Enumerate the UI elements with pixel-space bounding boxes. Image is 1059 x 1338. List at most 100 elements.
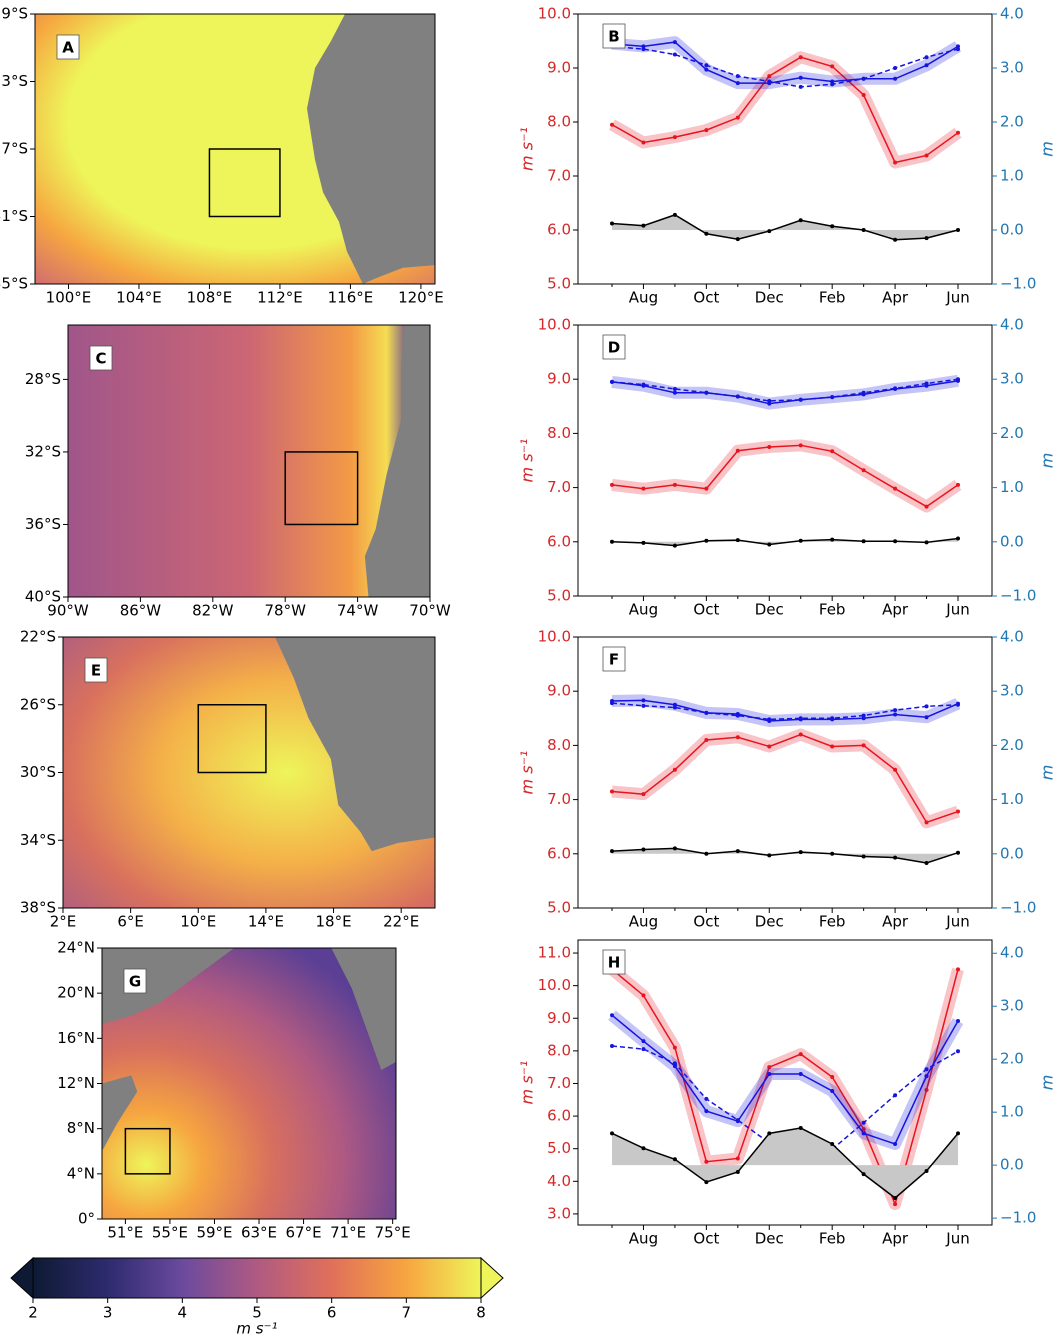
y2-axis-label: m (1038, 141, 1057, 157)
land (102, 948, 235, 1024)
point (735, 849, 740, 854)
panel-label-box (123, 968, 147, 994)
point (861, 1120, 866, 1125)
colorbar-tick-label: 7 (402, 1304, 412, 1322)
point (861, 468, 866, 473)
y2-tick-label: 3.0 (1000, 59, 1024, 77)
series-line (611, 847, 959, 864)
panel-label-box (602, 23, 626, 49)
y2-tick-label: −1.0 (1000, 899, 1036, 917)
region-box (197, 704, 267, 774)
series-line (611, 214, 959, 241)
point (767, 744, 772, 749)
point (798, 1052, 803, 1057)
point (861, 228, 866, 232)
point (798, 1126, 803, 1131)
point (861, 1127, 866, 1132)
point (735, 237, 740, 242)
x-tick-label: 67°E (286, 1224, 322, 1242)
point (641, 847, 646, 852)
point (893, 1195, 898, 1200)
y-axis-label: m s⁻¹ (518, 1061, 537, 1105)
series-line (611, 1127, 959, 1199)
point (610, 482, 614, 487)
axes-frame (67, 324, 431, 598)
uncertainty-band (611, 374, 959, 410)
point (893, 767, 898, 772)
colorbar-tick-label: 2 (28, 1304, 38, 1322)
y-tick-label: 28°S (25, 370, 61, 388)
series-line (611, 444, 959, 508)
point (767, 1065, 772, 1070)
x-tick-label: 2°E (50, 913, 77, 931)
x-tick-label: 75°E (375, 1224, 411, 1242)
y-axis-label: m s⁻¹ (518, 751, 537, 795)
point (924, 63, 929, 68)
point (861, 1131, 866, 1136)
y-tick-label: 5.0 (547, 587, 571, 605)
point (610, 221, 614, 226)
y-tick-label: 9.0 (547, 1009, 571, 1027)
x-tick-label: Aug (629, 1230, 658, 1248)
point (861, 743, 866, 748)
panel-label-box (84, 657, 108, 683)
point (641, 1146, 646, 1151)
point (956, 809, 960, 814)
y-tick-label: 9.0 (547, 59, 571, 77)
point (924, 704, 929, 709)
point (893, 66, 898, 70)
y2-tick-label: 1.0 (1000, 167, 1024, 185)
y-tick-label: 10.0 (538, 5, 571, 23)
x-tick-label: 63°E (241, 1224, 277, 1242)
point (704, 538, 709, 543)
y-tick-label: 5.0 (547, 1139, 571, 1157)
point (924, 55, 929, 60)
y2-axis-label: m (1038, 1075, 1057, 1091)
series-line (611, 378, 959, 402)
point (924, 715, 929, 720)
y-tick-label: 22°S (20, 628, 56, 646)
y-tick-label: 38°S (20, 899, 56, 917)
point (641, 792, 646, 797)
point (672, 767, 677, 772)
point (610, 1013, 614, 1018)
y-tick-label: 34°S (20, 831, 56, 849)
y-tick-label: 40°S (25, 588, 61, 606)
point (798, 732, 803, 737)
y2-tick-label: 3.0 (1000, 682, 1024, 700)
y-tick-label: 16°N (57, 1029, 95, 1047)
point (924, 1168, 929, 1173)
point (893, 855, 898, 860)
x-tick-label: 78°W (264, 602, 306, 620)
y-tick-label: 20°N (57, 984, 95, 1002)
x-tick-label: 22°E (383, 913, 419, 931)
point (956, 1019, 960, 1024)
point (641, 382, 646, 387)
y2-tick-label: −1.0 (1000, 275, 1036, 293)
x-tick-label: 71°E (330, 1224, 366, 1242)
y2-axis-label: m (1038, 453, 1057, 469)
point (767, 444, 772, 449)
point (735, 1156, 740, 1161)
panel-label: D (608, 339, 620, 357)
point (830, 395, 835, 400)
point (830, 449, 835, 454)
y-tick-label: 27°S (0, 140, 28, 158)
point (767, 717, 772, 722)
x-tick-label: Feb (819, 1230, 846, 1248)
y-tick-label: 9.0 (547, 682, 571, 700)
point (641, 703, 646, 708)
y2-tick-label: 2.0 (1000, 736, 1024, 754)
x-tick-label: 104°E (116, 289, 162, 307)
colorbar-tick-label: 5 (252, 1304, 262, 1322)
point (956, 967, 960, 972)
point (767, 1072, 772, 1077)
y-tick-label: 32°S (25, 442, 61, 460)
point (767, 229, 772, 234)
point (767, 398, 772, 403)
x-tick-label: 74°W (337, 602, 379, 620)
y-tick-label: 26°S (20, 695, 56, 713)
y2-tick-label: 4.0 (1000, 944, 1024, 962)
point (861, 93, 866, 97)
